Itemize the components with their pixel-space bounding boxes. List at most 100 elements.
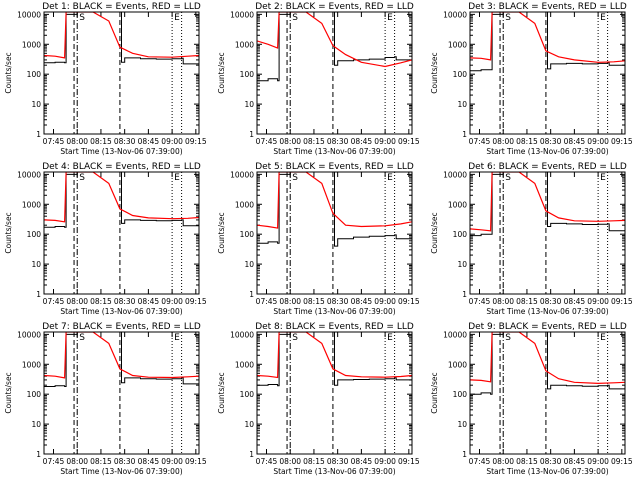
y-axis-label: Counts/sec (217, 372, 226, 413)
y-tick-label: 10000 (230, 10, 254, 19)
events-series-line (257, 12, 412, 82)
detector-plot-1: Det 1: BLACK = Events, RED = LLD Counts/s… (4, 2, 207, 156)
x-tick-label: 08:45 (564, 297, 586, 306)
x-tick-label: 09:15 (185, 457, 207, 466)
x-axis-label: Start Time (13-Nov-06 07:39:00) (486, 307, 608, 316)
x-tick-label: 09:15 (611, 297, 633, 306)
y-tick-label: 10 (244, 260, 254, 269)
lld-series-line (470, 12, 625, 63)
y-tick-label: 1 (249, 130, 254, 139)
start-marker: S (505, 13, 511, 23)
events-series-line (470, 332, 625, 395)
detector-plot-9: Det 9: BLACK = Events, RED = LLD Counts/s… (430, 322, 633, 476)
end-marker: E (174, 13, 180, 23)
x-tick-label: 08:15 (90, 137, 112, 146)
lld-series-line (257, 12, 412, 68)
x-tick-label: 07:45 (43, 457, 65, 466)
y-tick-label: 10000 (17, 170, 41, 179)
y-tick-label: 1000 (448, 200, 467, 209)
y-tick-label: 1000 (22, 360, 41, 369)
y-tick-label: 1 (36, 450, 41, 459)
y-tick-label: 100 (453, 230, 468, 239)
plot-title: Det 5: BLACK = Events, RED = LLD (255, 162, 414, 172)
plot-title: Det 4: BLACK = Events, RED = LLD (42, 162, 201, 172)
y-tick-label: 10000 (443, 330, 467, 339)
y-tick-label: 100 (27, 70, 42, 79)
x-tick-label: 08:30 (114, 297, 136, 306)
plot-frame (469, 171, 626, 295)
x-tick-label: 08:30 (327, 457, 349, 466)
x-tick-label: 08:30 (327, 137, 349, 146)
y-axis-label: Counts/sec (430, 372, 439, 413)
start-marker: S (79, 173, 85, 183)
x-tick-label: 08:00 (66, 457, 88, 466)
y-tick-label: 10 (457, 420, 467, 429)
x-tick-label: 09:15 (185, 137, 207, 146)
x-tick-label: 09:00 (374, 297, 396, 306)
end-marker: E (387, 173, 393, 183)
y-tick-label: 10 (244, 420, 254, 429)
start-marker: S (292, 13, 298, 23)
y-tick-label: 1 (462, 130, 467, 139)
end-marker: E (174, 333, 180, 343)
x-tick-label: 07:45 (256, 457, 278, 466)
end-marker: E (600, 333, 606, 343)
y-tick-label: 100 (240, 230, 255, 239)
lld-series-line (44, 172, 199, 223)
y-tick-label: 10000 (17, 10, 41, 19)
x-tick-label: 09:15 (611, 137, 633, 146)
plot-frame (256, 11, 413, 135)
end-marker: E (600, 13, 606, 23)
y-tick-label: 1 (462, 450, 467, 459)
y-tick-label: 10000 (230, 330, 254, 339)
y-tick-label: 10 (31, 260, 41, 269)
x-tick-label: 08:30 (540, 457, 562, 466)
y-tick-label: 1000 (235, 40, 254, 49)
x-tick-label: 09:15 (398, 297, 420, 306)
lld-series-line (44, 12, 199, 59)
x-axis-label: Start Time (13-Nov-06 07:39:00) (273, 467, 395, 476)
start-marker: S (79, 333, 85, 343)
x-tick-label: 09:00 (587, 137, 609, 146)
plot-frame (469, 331, 626, 455)
y-tick-label: 1000 (22, 40, 41, 49)
end-marker: E (387, 13, 393, 23)
x-tick-label: 09:15 (611, 457, 633, 466)
y-tick-label: 1000 (235, 360, 254, 369)
y-tick-label: 10 (457, 260, 467, 269)
events-series-line (470, 172, 625, 237)
y-axis-label: Counts/sec (217, 52, 226, 93)
x-tick-label: 07:45 (256, 137, 278, 146)
events-series-line (44, 332, 199, 387)
x-axis-label: Start Time (13-Nov-06 07:39:00) (60, 467, 182, 476)
x-tick-label: 09:00 (161, 137, 183, 146)
events-series-line (44, 172, 199, 229)
x-tick-label: 08:00 (492, 137, 514, 146)
y-tick-label: 10000 (443, 170, 467, 179)
y-axis-label: Counts/sec (217, 212, 226, 253)
lld-series-line (44, 332, 199, 379)
events-series-line (44, 12, 199, 66)
y-tick-label: 100 (240, 390, 255, 399)
y-tick-label: 1 (36, 130, 41, 139)
y-axis-label: Counts/sec (4, 372, 13, 413)
x-tick-label: 08:15 (303, 297, 325, 306)
y-tick-label: 10000 (230, 170, 254, 179)
x-axis-label: Start Time (13-Nov-06 07:39:00) (273, 307, 395, 316)
start-marker: S (79, 13, 85, 23)
y-tick-label: 10 (31, 420, 41, 429)
plot-title: Det 6: BLACK = Events, RED = LLD (468, 162, 627, 172)
x-tick-label: 09:15 (185, 297, 207, 306)
x-tick-label: 07:45 (469, 137, 491, 146)
plot-title: Det 9: BLACK = Events, RED = LLD (468, 322, 627, 332)
x-tick-label: 09:00 (587, 297, 609, 306)
x-tick-label: 08:45 (351, 457, 373, 466)
start-marker: S (292, 173, 298, 183)
detector-plot-2: Det 2: BLACK = Events, RED = LLD Counts/s… (217, 2, 420, 156)
lld-series-line (257, 332, 412, 379)
x-tick-label: 09:00 (161, 457, 183, 466)
y-tick-label: 100 (27, 230, 42, 239)
y-tick-label: 1000 (22, 200, 41, 209)
x-tick-label: 07:45 (469, 297, 491, 306)
x-tick-label: 08:45 (564, 457, 586, 466)
